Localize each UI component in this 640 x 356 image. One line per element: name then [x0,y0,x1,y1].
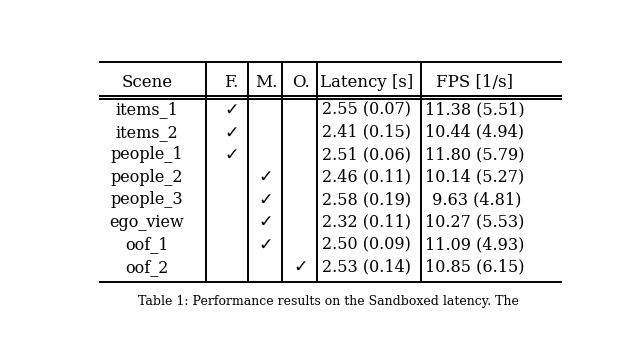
Text: 2.51 (0.06): 2.51 (0.06) [322,146,411,163]
Text: 2.50 (0.09): 2.50 (0.09) [323,236,411,253]
Text: 2.55 (0.07): 2.55 (0.07) [322,101,411,119]
Text: people_1: people_1 [111,146,183,163]
Text: ✓: ✓ [259,168,273,186]
Text: 11.09 (4.93): 11.09 (4.93) [424,236,524,253]
Text: ego_view: ego_view [109,214,184,231]
Text: 10.14 (5.27): 10.14 (5.27) [425,169,524,186]
Text: O.: O. [292,74,310,91]
Text: ✓: ✓ [259,236,273,254]
Text: ✓: ✓ [224,124,239,141]
Text: ✓: ✓ [224,146,239,164]
Text: 2.32 (0.11): 2.32 (0.11) [322,214,411,231]
Text: 11.38 (5.51): 11.38 (5.51) [424,101,524,119]
Text: oof_1: oof_1 [125,236,169,253]
Text: 10.44 (4.94): 10.44 (4.94) [425,124,524,141]
Text: M.: M. [255,74,277,91]
Text: people_3: people_3 [111,191,183,208]
Text: items_1: items_1 [116,101,179,119]
Text: 2.41 (0.15): 2.41 (0.15) [322,124,411,141]
Text: 11.80 (5.79): 11.80 (5.79) [424,146,524,163]
Text: 9.63 (4.81): 9.63 (4.81) [427,191,522,208]
Text: 2.46 (0.11): 2.46 (0.11) [322,169,411,186]
Text: ✓: ✓ [224,101,239,119]
Text: oof_2: oof_2 [125,259,169,276]
Text: 10.27 (5.53): 10.27 (5.53) [424,214,524,231]
Text: FPS [1/s]: FPS [1/s] [436,74,513,91]
Text: 2.58 (0.19): 2.58 (0.19) [322,191,412,208]
Text: people_2: people_2 [111,169,183,186]
Text: F.: F. [224,74,239,91]
Text: ✓: ✓ [259,191,273,209]
Text: items_2: items_2 [116,124,179,141]
Text: Table 1: Performance results on the Sandboxed latency. The: Table 1: Performance results on the Sand… [138,295,518,308]
Text: ✓: ✓ [259,213,273,231]
Text: 2.53 (0.14): 2.53 (0.14) [322,259,411,276]
Text: Latency [s]: Latency [s] [320,74,413,91]
Text: 10.85 (6.15): 10.85 (6.15) [424,259,524,276]
Text: ✓: ✓ [294,258,308,276]
Text: Scene: Scene [122,74,173,91]
